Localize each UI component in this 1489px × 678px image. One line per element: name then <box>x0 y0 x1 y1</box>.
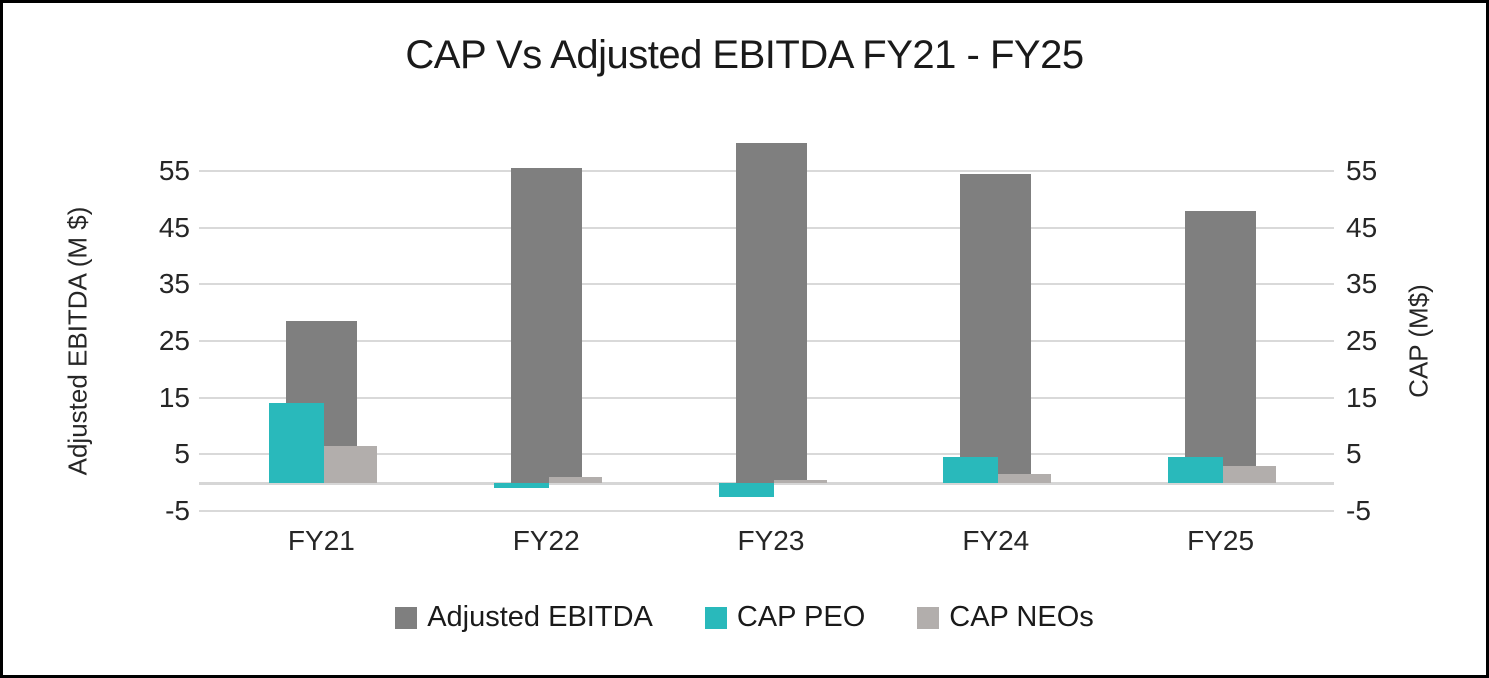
legend-label: CAP NEOs <box>949 601 1094 633</box>
legend-item: CAP PEO <box>704 601 866 634</box>
y-axis-tick-right: 35 <box>1346 268 1378 300</box>
bar-adjusted-ebitda-fy23 <box>735 142 807 483</box>
y-axis-tick-right: 55 <box>1346 155 1378 186</box>
bar-cap-peo-fy23 <box>718 482 774 497</box>
legend-label: CAP PEO <box>736 601 866 633</box>
y-axis-tick-left: 15 <box>158 381 190 413</box>
legend-swatch-icon <box>395 606 418 629</box>
y-axis-tick-right: 45 <box>1346 211 1378 243</box>
gridline <box>199 510 1334 512</box>
y-axis-tick-left: 25 <box>158 325 190 356</box>
bar-cap-neos-fy23 <box>773 479 827 483</box>
bar-adjusted-ebitda-fy24 <box>960 173 1032 483</box>
legend-item: Adjusted EBITDA <box>395 601 653 634</box>
y-axis-tick-left: -5 <box>165 495 190 526</box>
y-axis-title-right: CAP (M$) <box>1403 284 1434 398</box>
plot-area: 55 45 35 25 15 5 -5 55 45 35 25 15 5 -5 FY21 FY22 FY23 FY… <box>3 3 1486 675</box>
bar-cap-neos-fy21 <box>323 445 377 483</box>
legend-swatch-icon <box>704 606 727 629</box>
legend-item: CAP NEOs <box>917 601 1094 634</box>
bar-adjusted-ebitda-fy25 <box>1185 210 1257 483</box>
x-axis-label-fy23: FY23 <box>737 525 805 556</box>
x-axis-label-fy22: FY22 <box>512 525 580 556</box>
x-axis-label-fy21: FY21 <box>287 525 355 556</box>
legend-swatch-icon <box>917 606 940 629</box>
y-axis-tick-left: 35 <box>158 268 190 300</box>
bar-cap-peo-fy25 <box>1168 457 1224 483</box>
legend-label: Adjusted EBITDA <box>427 601 653 633</box>
y-axis-title-left: Adjusted EBITDA (M $) <box>62 206 93 476</box>
y-axis-tick-right: 25 <box>1346 325 1378 356</box>
y-axis-tick-right: 15 <box>1346 381 1378 413</box>
y-axis-tick-left: 5 <box>174 438 190 470</box>
bar-adjusted-ebitda-fy22 <box>510 168 582 483</box>
y-axis-tick-right: 5 <box>1346 438 1362 470</box>
bar-cap-neos-fy25 <box>1223 465 1277 483</box>
chart-title: CAP Vs Adjusted EBITDA FY21 - FY25 <box>405 33 1084 77</box>
legend: Adjusted EBITDA CAP PEO CAP NEOs <box>3 601 1486 634</box>
y-axis-tick-left: 55 <box>158 155 190 186</box>
y-axis-tick-left: 45 <box>158 211 190 243</box>
bar-cap-peo-fy22 <box>493 482 549 489</box>
bar-cap-neos-fy22 <box>548 477 602 483</box>
x-axis-label-fy24: FY24 <box>962 525 1030 556</box>
bar-cap-peo-fy21 <box>268 403 324 483</box>
x-axis-label-fy25: FY25 <box>1187 525 1255 556</box>
bar-cap-peo-fy24 <box>943 457 999 483</box>
y-axis-tick-right: -5 <box>1346 495 1371 526</box>
bar-cap-neos-fy24 <box>998 474 1052 483</box>
